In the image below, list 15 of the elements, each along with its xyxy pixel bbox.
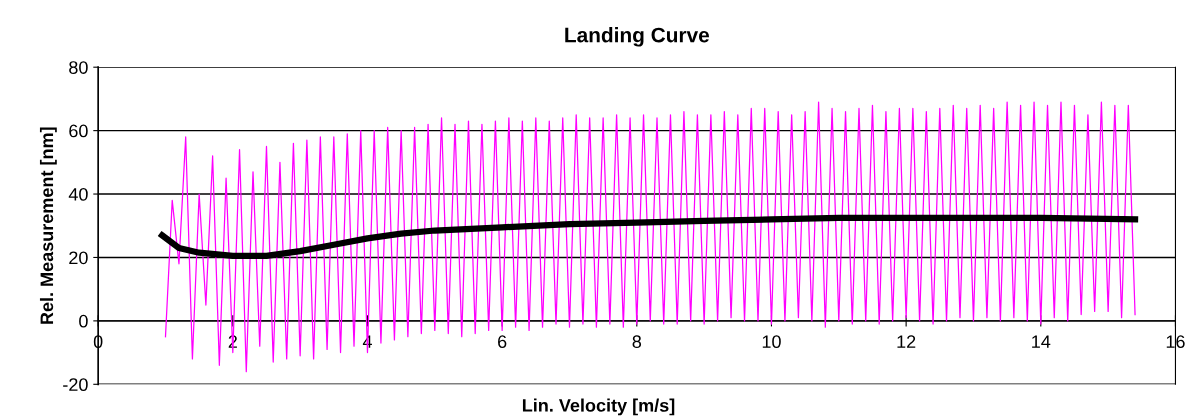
x-tick-label: 14 (1032, 335, 1051, 348)
y-tick-label: 20 (69, 251, 88, 265)
x-axis-title: Lin. Velocity [m/s] (522, 398, 675, 416)
y-tick-label: 0 (79, 314, 88, 328)
x-tick-label: 6 (498, 335, 507, 349)
y-tick-label: -20 (63, 378, 88, 392)
y-tick-label: 80 (69, 61, 88, 74)
chart-title: Landing Curve (565, 27, 710, 47)
y-tick-label: 40 (68, 187, 88, 201)
y-axis-title: Rel. Measurement [nm] (39, 127, 57, 324)
line-series (164, 101, 1136, 373)
x-tick-label: 8 (632, 335, 642, 349)
x-tick-label: 12 (897, 335, 916, 348)
y-tick-label: 60 (69, 124, 88, 138)
x-tick-label: 10 (762, 335, 781, 349)
